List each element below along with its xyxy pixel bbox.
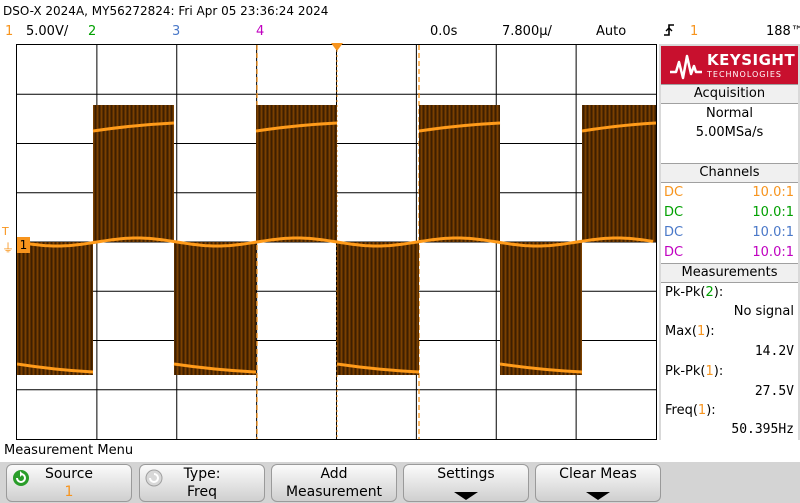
softkey-bar: Source 1 Type: Freq Add Measurement Sett…	[0, 462, 800, 503]
trigger-position-marker[interactable]	[331, 43, 343, 51]
channels-header[interactable]: Channels	[661, 163, 798, 183]
ch1-probe: 10.0:1	[752, 185, 794, 200]
envelope-line	[255, 121, 338, 133]
trigger-level-marker[interactable]: T	[2, 225, 9, 238]
settings-label: Settings	[437, 466, 495, 482]
ch4-number[interactable]: 4	[256, 24, 265, 39]
burst-block	[174, 242, 256, 375]
ch3-number[interactable]: 3	[172, 24, 181, 39]
ground-icon: ⏚	[2, 241, 15, 255]
ch2-probe: 10.0:1	[752, 205, 794, 220]
time-delay[interactable]: 0.0s	[430, 24, 458, 39]
ch1-ground-marker[interactable]: ⏚ 1	[2, 237, 30, 255]
meas-1-value: No signal	[733, 304, 794, 319]
acquisition-header[interactable]: Acquisition	[661, 84, 798, 104]
logo-line2: TECHNOLOGIES	[707, 70, 782, 79]
logo-line1: KEYSIGHT	[707, 51, 796, 69]
meas-1-label[interactable]: Pk-Pk(2):	[665, 285, 724, 300]
title-bar: DSO-X 2024A, MY56272824: Fri Apr 05 23:3…	[0, 0, 800, 22]
meas-2-label[interactable]: Max(1):	[665, 324, 715, 339]
source-softkey[interactable]: Source 1	[6, 464, 132, 502]
clear-meas-label: Clear Meas	[559, 466, 637, 482]
ch1-coupling: DC	[664, 185, 684, 200]
submenu-arrow-icon	[586, 492, 610, 500]
ch2-coupling: DC	[664, 205, 684, 220]
waveform-canvas	[17, 45, 656, 439]
add-measurement-softkey[interactable]: Add Measurement	[271, 464, 397, 502]
ch1-marker-label: 1	[17, 237, 30, 253]
meas-3-label[interactable]: Pk-Pk(1):	[665, 364, 724, 379]
envelope-line	[173, 362, 257, 374]
ch4-probe: 10.0:1	[752, 245, 794, 260]
meas-3-value: 27.5V	[754, 384, 794, 399]
measurements-header[interactable]: Measurements	[661, 263, 798, 283]
meas-2-value: 14.2V	[754, 344, 794, 359]
add-measurement-line2: Measurement	[285, 484, 383, 500]
envelope-line	[92, 121, 175, 133]
trigger-edge-icon	[663, 22, 675, 45]
waveform-display[interactable]: T ⏚ 1	[2, 43, 657, 440]
ch3-coupling: DC	[664, 225, 684, 240]
source-label: Source	[44, 466, 94, 482]
channel-row-4[interactable]: DC 10.0:1	[661, 243, 798, 263]
channels-box: DC 10.0:1 DC 10.0:1 DC 10.0:1 DC 10.0:1	[661, 183, 798, 263]
envelope-line	[336, 362, 420, 374]
trigger-source[interactable]: 1	[690, 24, 699, 39]
trigger-mode[interactable]: Auto	[596, 24, 627, 39]
burst-block	[17, 242, 93, 375]
burst-block	[337, 242, 419, 375]
ch1-number[interactable]: 1	[5, 24, 14, 39]
meas-4-value: 50.395Hz	[731, 422, 794, 437]
ch4-coupling: DC	[664, 245, 684, 260]
status-bar: 1 5.00V/ 2 3 4 0.0s 7.800µ/ Auto 1 188™	[0, 22, 800, 42]
ch2-number[interactable]: 2	[88, 24, 97, 39]
channel-row-3[interactable]: DC 10.0:1	[661, 223, 798, 243]
settings-softkey[interactable]: Settings	[403, 464, 529, 502]
burst-block	[500, 242, 582, 375]
channel-row-2[interactable]: DC 10.0:1	[661, 203, 798, 223]
envelope-line	[418, 121, 501, 133]
envelope-line	[17, 362, 94, 374]
side-panel: KEYSIGHT TECHNOLOGIES Acquisition Normal…	[659, 44, 800, 440]
meas-4-label[interactable]: Freq(1):	[665, 403, 716, 418]
rotate-knob-icon	[145, 469, 163, 487]
channel-row-1[interactable]: DC 10.0:1	[661, 183, 798, 203]
acquisition-box: Normal 5.00MSa/s	[661, 104, 798, 164]
clear-meas-softkey[interactable]: Clear Meas	[535, 464, 661, 502]
keysight-logo: KEYSIGHT TECHNOLOGIES	[661, 46, 798, 86]
time-scale[interactable]: 7.800µ/	[502, 24, 552, 39]
menu-title: Measurement Menu	[4, 443, 134, 458]
envelope-line	[581, 121, 656, 133]
ch1-scale[interactable]: 5.00V/	[26, 24, 69, 39]
keysight-wave-icon	[670, 54, 702, 80]
type-label: Type:	[183, 466, 221, 482]
envelope-line	[499, 362, 583, 374]
type-value: Freq	[187, 484, 217, 500]
submenu-arrow-icon	[454, 492, 478, 500]
acquisition-mode: Normal	[705, 106, 754, 121]
instrument-title: DSO-X 2024A, MY56272824: Fri Apr 05 23:3…	[3, 4, 329, 18]
add-measurement-line1: Add	[320, 466, 348, 482]
measurements-box: Pk-Pk(2): No signal Max(1): 14.2V Pk-Pk(…	[661, 283, 798, 440]
type-softkey[interactable]: Type: Freq	[139, 464, 265, 502]
trigger-level[interactable]: 188™	[766, 24, 800, 39]
baseline-trace	[17, 236, 654, 248]
ch1-trace	[17, 45, 656, 439]
source-value: 1	[64, 484, 74, 500]
rotate-knob-icon	[13, 470, 29, 486]
ch3-probe: 10.0:1	[752, 225, 794, 240]
sample-rate: 5.00MSa/s	[695, 125, 764, 140]
